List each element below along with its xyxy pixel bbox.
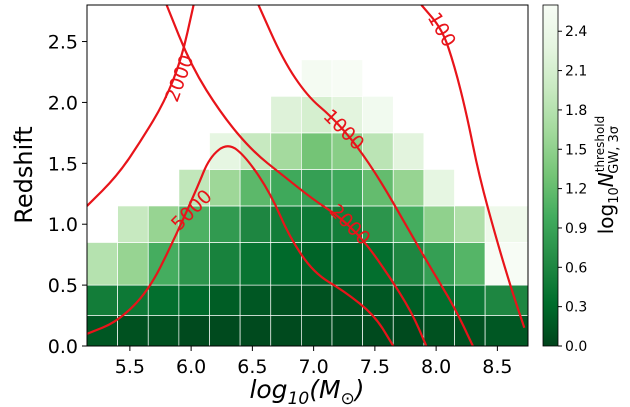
heatmap-cell	[331, 315, 363, 346]
heatmap-cell	[331, 95, 363, 134]
heatmap-cell	[270, 205, 302, 243]
heatmap-cell	[423, 205, 455, 243]
colorbar-tick-label: 1.8	[565, 103, 587, 119]
colorbar	[542, 4, 559, 347]
heatmap-cell	[178, 205, 210, 243]
heatmap-cell	[301, 169, 333, 207]
contour-line	[257, 5, 474, 346]
y-tick-label: 0.0	[48, 336, 78, 358]
heatmap-cell	[178, 315, 210, 346]
heatmap-cell	[423, 315, 455, 346]
contour-line	[165, 5, 428, 346]
heatmap-cell	[178, 284, 210, 316]
colorbar-ticks: 0.0 0.3 0.6 0.9 1.2 1.5 1.8 2.1 2.4	[558, 24, 587, 355]
heatmap-cell	[392, 132, 425, 170]
heatmap-cell	[270, 95, 302, 134]
colorbar-tick-label: 1.5	[565, 142, 587, 158]
heatmap-cell	[301, 284, 333, 316]
colorbar-tick-label: 1.2	[565, 182, 587, 198]
contour-line	[87, 5, 195, 207]
heatmap-cell	[454, 284, 486, 316]
heatmap-cell	[362, 169, 394, 207]
heatmap-cell	[270, 315, 302, 346]
x-tick-label: 7.5	[360, 356, 390, 378]
x-tick-label: 6.5	[237, 356, 267, 378]
colorbar-tick-label: 0.3	[565, 300, 587, 316]
contour-line	[87, 145, 395, 346]
heatmap-cell	[331, 59, 363, 97]
heatmap-cell	[209, 132, 241, 170]
heatmap-cell	[87, 284, 118, 316]
colorbar-tick-label: 0.6	[565, 260, 587, 276]
plot-frame	[86, 4, 529, 347]
heatmap-cell	[147, 205, 180, 243]
heatmap-cell	[454, 242, 486, 286]
y-tick-label: 2.0	[48, 92, 78, 114]
heatmap-cell	[209, 284, 241, 316]
heatmap-cell	[331, 284, 363, 316]
heatmap-cell	[209, 205, 241, 243]
heatmap-cell	[239, 205, 272, 243]
heatmap-cell	[454, 205, 486, 243]
heatmap-cell	[362, 242, 394, 286]
colorbar-tick-label: 0.0	[565, 339, 587, 355]
colorbar-label: log10NthresholdGW, 3σ	[593, 116, 622, 235]
heatmap-cell	[117, 284, 149, 316]
heatmap-cell	[301, 205, 333, 243]
heatmap-cell	[392, 242, 425, 286]
x-axis-ticks: 5.5 6.0 6.5 7.0 7.5 8.0 8.5	[115, 346, 512, 378]
heatmap-cell	[117, 205, 149, 243]
heatmap-cell	[239, 242, 272, 286]
colorbar-tick-label: 2.4	[565, 24, 587, 40]
heatmap-cell	[301, 59, 333, 97]
heatmap-cell	[484, 284, 528, 316]
y-tick-label: 1.5	[48, 153, 78, 175]
x-tick-label: 5.5	[115, 356, 145, 378]
colorbar-tick-label: 0.9	[565, 221, 587, 237]
heatmap-cell	[209, 169, 241, 207]
heatmap-cell	[147, 284, 180, 316]
contour-line	[89, 5, 91, 6]
colorbar-tick-label: 2.1	[565, 64, 587, 80]
x-tick-label: 8.5	[482, 356, 512, 378]
heatmap-cell	[423, 169, 455, 207]
y-axis-ticks: 0.0 0.5 1.0 1.5 2.0 2.5	[48, 32, 87, 358]
heatmap-cell	[178, 169, 210, 207]
heatmap-cell	[147, 315, 180, 346]
contour-label: 2000	[161, 52, 198, 105]
x-tick-label: 7.0	[299, 356, 329, 378]
heatmap-cell	[301, 132, 333, 170]
contour-line	[420, 5, 526, 329]
heatmap-cell	[392, 169, 425, 207]
y-axis-label: Redshift	[10, 126, 38, 223]
heatmap-cells	[87, 59, 528, 346]
x-tick-label: 8.0	[421, 356, 451, 378]
heatmap-cell	[209, 242, 241, 286]
heatmap-cell	[301, 315, 333, 346]
y-tick-label: 2.5	[48, 32, 78, 54]
heatmap-cell	[87, 242, 118, 286]
heatmap-cell	[178, 242, 210, 286]
heatmap-cell	[117, 315, 149, 346]
heatmap-cell	[270, 169, 302, 207]
x-axis-label: log10(M⊙)	[249, 375, 364, 407]
heatmap-cell	[87, 315, 118, 346]
heatmap-cell	[301, 95, 333, 134]
heatmap-cell	[362, 95, 394, 134]
heatmap-cell	[239, 315, 272, 346]
y-tick-label: 0.5	[48, 275, 78, 297]
heatmap-cell	[117, 242, 149, 286]
heatmap-cell	[270, 132, 302, 170]
heatmap-cell	[331, 242, 363, 286]
heatmap-cell	[239, 284, 272, 316]
x-tick-label: 6.0	[176, 356, 206, 378]
heatmap-cell	[209, 315, 241, 346]
heatmap-cell	[484, 242, 528, 286]
heatmap-cell	[270, 284, 302, 316]
y-tick-label: 1.0	[48, 214, 78, 236]
heatmap-cell	[331, 169, 363, 207]
heatmap-cell	[301, 242, 333, 286]
